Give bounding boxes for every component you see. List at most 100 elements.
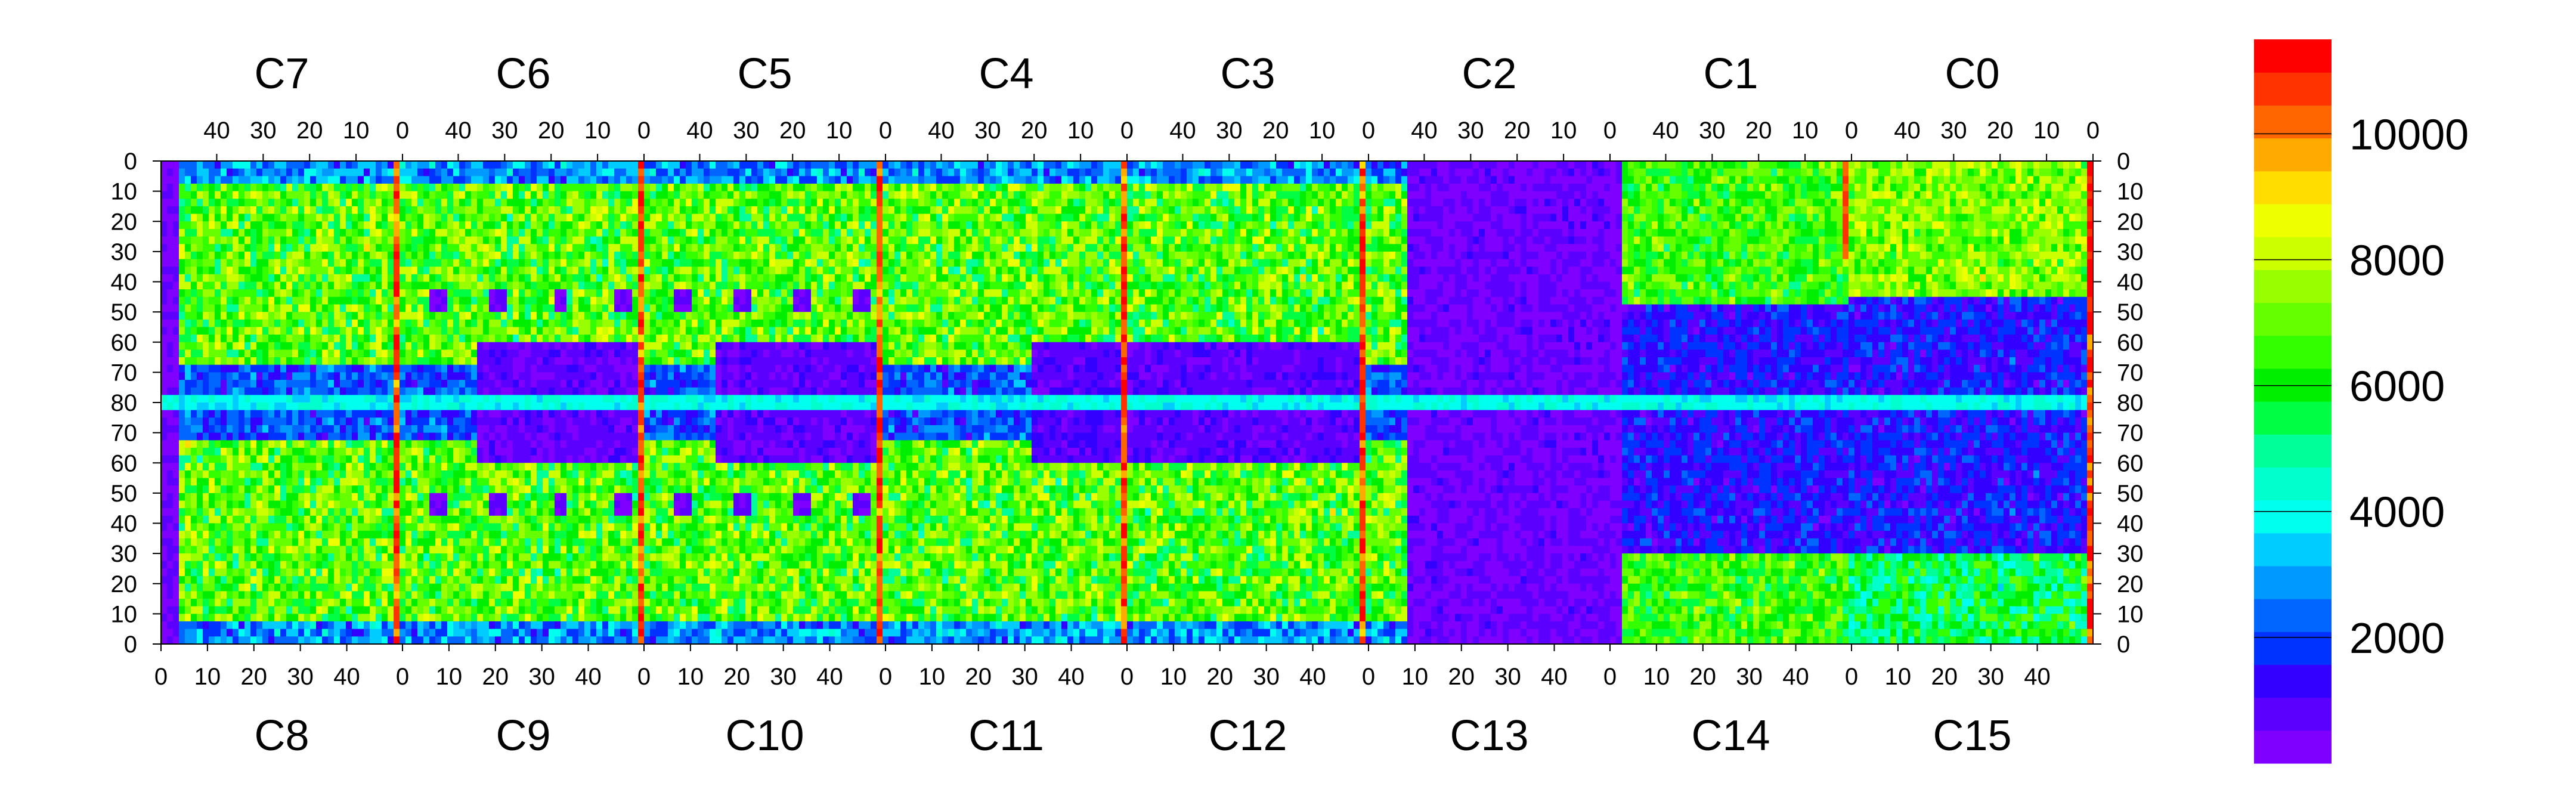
heatmap-cell	[400, 161, 406, 169]
heatmap-cell	[1163, 228, 1169, 237]
heatmap-cell	[197, 221, 203, 230]
heatmap-cell	[447, 236, 454, 244]
heatmap-cell	[1264, 267, 1271, 275]
heatmap-cell	[1950, 244, 1956, 252]
heatmap-cell	[185, 176, 191, 184]
heatmap-cell	[1103, 228, 1110, 237]
heatmap-cell	[417, 267, 424, 275]
heatmap-cell	[483, 199, 490, 207]
heatmap-cell	[1646, 183, 1652, 192]
heatmap-cell	[1145, 267, 1151, 275]
heatmap-cell	[531, 251, 537, 260]
heatmap-cell	[2004, 176, 2010, 184]
heatmap-cell	[519, 199, 525, 207]
heatmap-cell	[191, 274, 197, 283]
heatmap-cell	[584, 221, 591, 230]
heatmap-cell	[584, 274, 591, 283]
heatmap-cell	[1330, 236, 1336, 244]
heatmap-cell	[1366, 244, 1372, 252]
heatmap-cell	[1878, 199, 1885, 207]
heatmap-cell	[1717, 228, 1724, 237]
heatmap-cell	[2010, 213, 2016, 222]
heatmap-cell	[1532, 244, 1539, 252]
heatmap-cell	[2087, 213, 2094, 222]
heatmap-cell	[1950, 191, 1956, 199]
heatmap-cell	[566, 176, 573, 184]
heatmap-cell	[1169, 267, 1175, 275]
heatmap-cell	[829, 168, 835, 177]
heatmap-cell	[1485, 221, 1491, 230]
heatmap-cell	[209, 213, 215, 222]
heatmap-cell	[799, 259, 806, 267]
heatmap-cell	[1163, 183, 1169, 192]
heatmap-cell	[244, 168, 251, 177]
heatmap-cell	[1574, 183, 1581, 192]
heatmap-cell	[453, 191, 460, 199]
heatmap-cell	[972, 251, 979, 260]
heatmap-cell	[787, 213, 794, 222]
heatmap-cell	[1807, 183, 1813, 192]
heatmap-cell	[1121, 267, 1128, 275]
heatmap-cell	[358, 161, 364, 169]
heatmap-cell	[1521, 176, 1527, 184]
heatmap-cell	[1908, 267, 1915, 275]
heatmap-cell	[1527, 236, 1533, 244]
heatmap-cell	[1246, 183, 1253, 192]
heatmap-cell	[572, 274, 579, 283]
heatmap-cell	[865, 236, 871, 244]
heatmap-cell	[519, 259, 525, 267]
heatmap-cell	[1049, 259, 1056, 267]
heatmap-cell	[972, 236, 979, 244]
heatmap-cell	[1115, 161, 1122, 169]
heatmap-cell	[167, 244, 174, 252]
heatmap-cell	[1258, 199, 1265, 207]
heatmap-cell	[1783, 176, 1789, 184]
heatmap-cell	[912, 206, 919, 215]
heatmap-cell	[227, 168, 233, 177]
heatmap-cell	[596, 191, 603, 199]
heatmap-cell	[280, 267, 287, 275]
heatmap-cell	[1377, 221, 1384, 230]
heatmap-cell	[906, 176, 913, 184]
heatmap-cell	[1091, 221, 1098, 230]
heatmap-cell	[2010, 206, 2016, 215]
heatmap-cell	[1705, 267, 1712, 275]
heatmap-cell	[1592, 236, 1599, 244]
heatmap-cell	[244, 213, 251, 222]
heatmap-cell	[1133, 161, 1140, 169]
heatmap-cell	[453, 274, 460, 283]
heatmap-cell	[1908, 206, 1915, 215]
heatmap-cell	[1461, 176, 1467, 184]
heatmap-cell	[751, 236, 758, 244]
heatmap-cell	[1789, 213, 1795, 222]
heatmap-cell	[847, 221, 853, 230]
heatmap-cell	[191, 191, 197, 199]
heatmap-cell	[936, 183, 943, 192]
heatmap-cell	[1688, 221, 1694, 230]
heatmap-cell	[680, 244, 686, 252]
heatmap-cell	[256, 206, 263, 215]
heatmap-cell	[1270, 183, 1277, 192]
heatmap-cell	[1348, 251, 1354, 260]
heatmap-cell	[1962, 251, 1968, 260]
heatmap-cell	[1783, 183, 1789, 192]
heatmap-cell	[590, 176, 597, 184]
heatmap-cell	[924, 213, 931, 222]
heatmap-cell	[817, 183, 823, 192]
heatmap-cell	[1849, 161, 1855, 169]
heatmap-cell	[1527, 176, 1533, 184]
heatmap-cell	[1491, 228, 1497, 237]
heatmap-cell	[2027, 267, 2034, 275]
heatmap-cell	[1145, 168, 1151, 177]
heatmap-cell	[1103, 206, 1110, 215]
heatmap-cell	[835, 213, 841, 222]
heatmap-cell	[1413, 206, 1420, 215]
heatmap-cell	[310, 176, 317, 184]
heatmap-cell	[1401, 244, 1408, 252]
heatmap-cell	[400, 176, 406, 184]
heatmap-cell	[2015, 221, 2022, 230]
heatmap-cell	[1175, 251, 1181, 260]
heatmap-cell	[614, 176, 621, 184]
heatmap-cell	[1592, 161, 1599, 169]
heatmap-cell	[1008, 251, 1014, 260]
